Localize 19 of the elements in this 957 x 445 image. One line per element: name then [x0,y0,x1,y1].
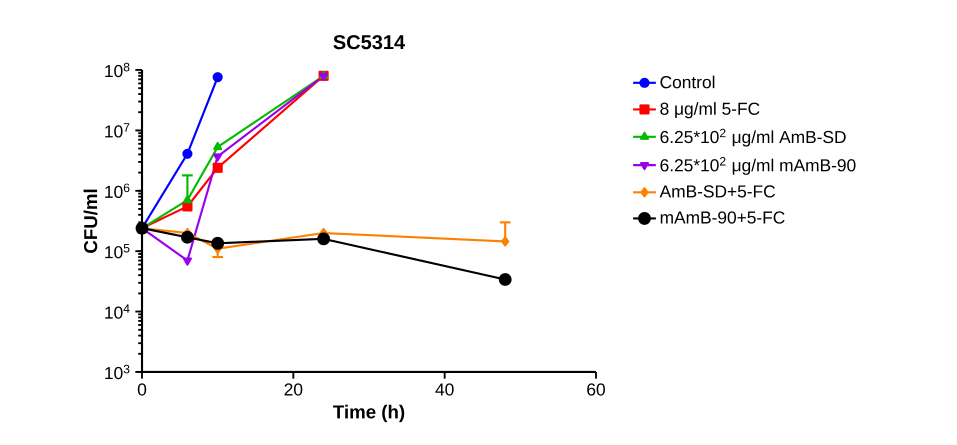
y-tick-label: 10$^{6}$ [105,184,130,198]
x-tick-label: 20 [284,383,302,396]
x-tick-label: 0 [138,383,146,396]
legend-label: AmB-SD+5-FC [660,185,775,198]
legend-label: 6.25*10$^{2}$ μg/ml AmB-SD [660,128,846,147]
y-axis-title: CFU/ml [84,190,98,253]
legend-label: 6.25*10$^{2}$ μg/ml mAmB-90 [660,156,856,175]
y-tick-label: 10$^{5}$ [105,244,130,258]
chart-title: SC5314 [333,35,406,50]
legend-label: 8 μg/ml 5-FC [660,102,760,118]
legend-label: Control [660,76,714,88]
y-tick-label: 10$^{7}$ [105,123,130,138]
x-tick-label: 40 [435,383,454,396]
y-tick-label: 10$^{4}$ [105,304,130,319]
legend-label: mAmB-90+5-FC [660,211,785,224]
x-axis-title: Time (h) [333,404,404,422]
y-tick-label: 10$^{8}$ [105,62,130,78]
x-tick-label: 60 [587,383,605,396]
y-tick-label: 10$^{3}$ [105,364,130,380]
